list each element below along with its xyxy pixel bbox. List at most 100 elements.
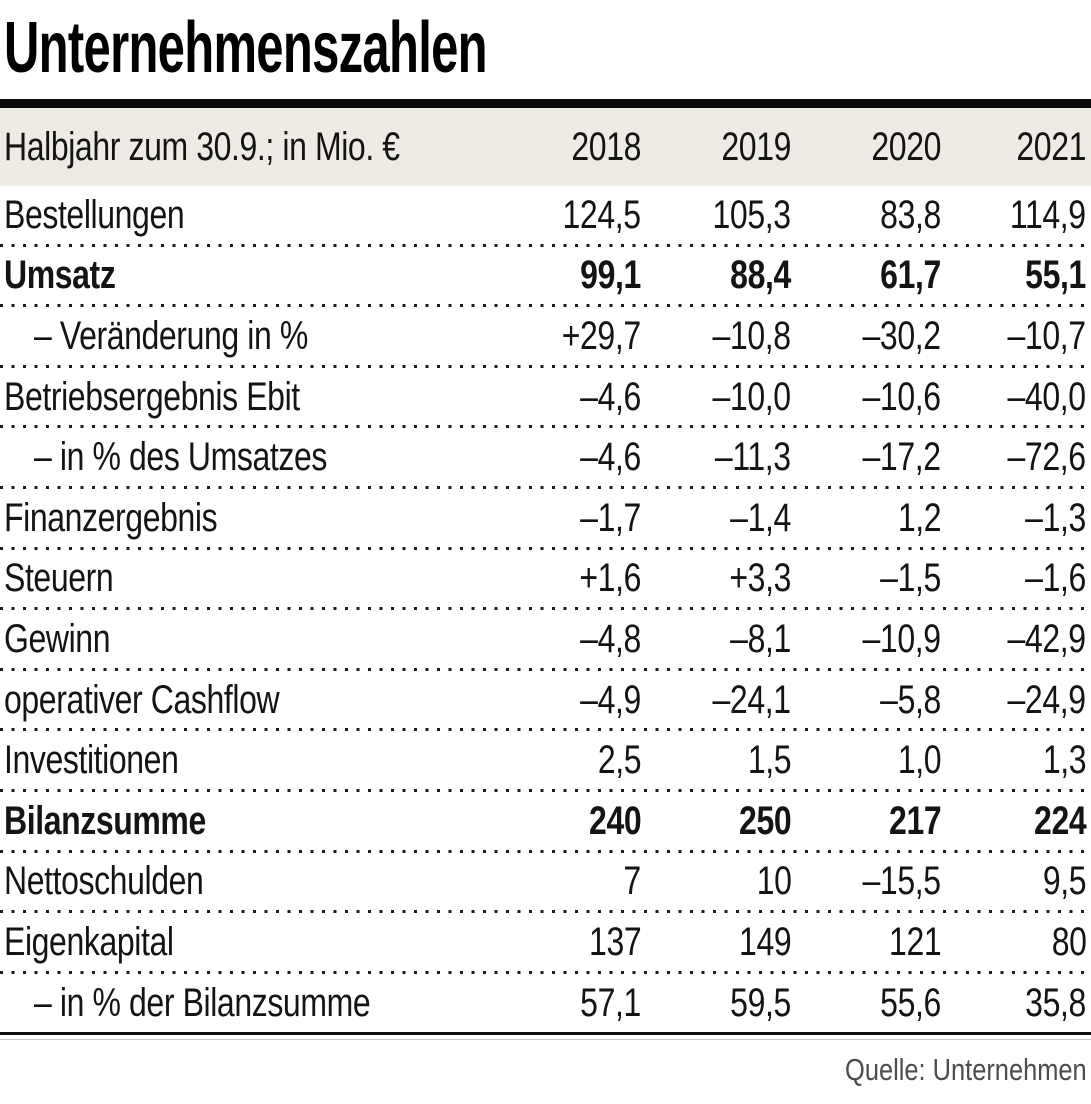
cell-value: 121 xyxy=(888,919,942,964)
cell-value: 105,3 xyxy=(712,192,791,237)
dotted-divider xyxy=(0,243,1091,247)
cell-value: 57,1 xyxy=(580,980,641,1025)
table-bottom-hairline xyxy=(0,1039,1091,1041)
cell-value: –72,6 xyxy=(1007,435,1086,480)
cell-value: –4,6 xyxy=(580,435,641,480)
cell-value: 124,5 xyxy=(562,192,641,237)
cell-value: 1,0 xyxy=(897,738,942,783)
row-label: operativer Cashflow xyxy=(4,677,280,722)
table-row-eigenkapital: Eigenkapital 137 149 121 80 xyxy=(0,913,1091,971)
cell-value: 217 xyxy=(888,798,942,843)
table-row-bilanzsumme: Bilanzsumme 240 250 217 224 xyxy=(0,791,1091,850)
cell-value: +1,6 xyxy=(579,556,641,601)
dotted-divider xyxy=(0,546,1091,550)
cell-value: –1,5 xyxy=(880,556,941,601)
cell-value: 35,8 xyxy=(1025,980,1086,1025)
table-row-cashflow: operativer Cashflow –4,9 –24,1 –5,8 –24,… xyxy=(0,670,1091,729)
cell-value: 1,5 xyxy=(747,738,792,783)
cell-value: –10,7 xyxy=(1007,313,1086,358)
table-bottom-rule xyxy=(0,1032,1091,1036)
cell-value: +29,7 xyxy=(562,313,641,358)
row-label: Eigenkapital xyxy=(4,919,174,964)
dotted-divider xyxy=(0,304,1091,308)
dotted-divider xyxy=(0,485,1091,489)
cell-value: –8,1 xyxy=(730,616,791,661)
cell-value: 55,1 xyxy=(1025,253,1086,298)
row-label: Umsatz xyxy=(4,253,116,298)
dotted-divider xyxy=(0,910,1091,914)
dotted-divider xyxy=(0,425,1091,429)
row-label: Steuern xyxy=(4,556,114,601)
cell-value: 80 xyxy=(1051,919,1086,964)
table-row-nettoschulden: Nettoschulden 7 10 –15,5 9,5 xyxy=(0,852,1091,911)
cell-value: –1,6 xyxy=(1025,556,1086,601)
dotted-divider xyxy=(0,849,1091,853)
cell-value: –1,3 xyxy=(1025,495,1086,540)
cell-value: 7 xyxy=(623,859,642,904)
table-row-gewinn: Gewinn –4,8 –8,1 –10,9 –42,9 xyxy=(0,610,1091,668)
dotted-divider xyxy=(0,607,1091,611)
cell-value: –24,1 xyxy=(712,677,791,722)
row-label: Finanzergebnis xyxy=(4,495,218,540)
row-label: Gewinn xyxy=(4,616,111,661)
source-note: Quelle: Unternehmen xyxy=(845,1052,1087,1088)
cell-value: –17,2 xyxy=(862,435,941,480)
column-header-2021: 2021 xyxy=(1016,125,1086,169)
table-row-ebit-marge: – in % des Umsatzes –4,6 –11,3 –17,2 –72… xyxy=(0,428,1091,486)
row-label: Betriebsergebnis Ebit xyxy=(4,374,300,419)
cell-value: 149 xyxy=(738,919,792,964)
table-header-label: Halbjahr zum 30.9.; in Mio. € xyxy=(4,125,400,169)
table-row-investitionen: Investitionen 2,5 1,5 1,0 1,3 xyxy=(0,731,1091,789)
cell-value: –10,6 xyxy=(862,374,941,419)
cell-value: –30,2 xyxy=(862,313,941,358)
cell-value: 10 xyxy=(756,859,791,904)
cell-value: 137 xyxy=(588,919,642,964)
table-row-umsatz: Umsatz 99,1 88,4 61,7 55,1 xyxy=(0,246,1091,305)
cell-value: 1,2 xyxy=(897,495,942,540)
row-label: Bilanzsumme xyxy=(4,798,206,843)
cell-value: –24,9 xyxy=(1007,677,1086,722)
cell-value: –10,0 xyxy=(712,374,791,419)
page-title: Unternehmenszahlen xyxy=(4,8,488,88)
row-label: Bestellungen xyxy=(4,192,185,237)
cell-value: 59,5 xyxy=(730,980,791,1025)
row-label: Investitionen xyxy=(4,738,179,783)
cell-value: 224 xyxy=(1033,798,1087,843)
cell-value: –40,0 xyxy=(1007,374,1086,419)
table-row-finanzergebnis: Finanzergebnis –1,7 –1,4 1,2 –1,3 xyxy=(0,488,1091,547)
column-header-2020: 2020 xyxy=(871,125,941,169)
cell-value: –5,8 xyxy=(880,677,941,722)
cell-value: 114,9 xyxy=(1010,192,1086,237)
cell-value: –1,7 xyxy=(580,495,641,540)
row-label: – Veränderung in % xyxy=(34,313,308,358)
cell-value: 2,5 xyxy=(597,738,642,783)
dotted-divider xyxy=(0,728,1091,732)
cell-value: 55,6 xyxy=(880,980,941,1025)
table-header-row: Halbjahr zum 30.9.; in Mio. € 2018 2019 … xyxy=(0,108,1091,186)
dotted-divider xyxy=(0,364,1091,368)
cell-value: 250 xyxy=(738,798,792,843)
column-header-2019: 2019 xyxy=(721,125,791,169)
dotted-divider xyxy=(0,970,1091,974)
cell-value: 1,3 xyxy=(1042,738,1087,783)
cell-value: 99,1 xyxy=(580,253,641,298)
cell-value: 61,7 xyxy=(880,253,941,298)
cell-value: 9,5 xyxy=(1042,859,1087,904)
row-label: – in % des Umsatzes xyxy=(34,435,327,480)
cell-value: –10,8 xyxy=(712,313,791,358)
row-label: Nettoschulden xyxy=(4,859,204,904)
dotted-divider xyxy=(0,667,1091,671)
cell-value: –4,8 xyxy=(580,616,641,661)
cell-value: –4,9 xyxy=(580,677,641,722)
cell-value: –42,9 xyxy=(1007,616,1086,661)
title-rule xyxy=(0,99,1091,108)
table-row-bestellungen: Bestellungen 124,5 105,3 83,8 114,9 xyxy=(0,186,1091,244)
cell-value: 83,8 xyxy=(880,192,941,237)
cell-value: –4,6 xyxy=(580,374,641,419)
cell-value: –1,4 xyxy=(730,495,791,540)
cell-value: –10,9 xyxy=(862,616,941,661)
cell-value: 88,4 xyxy=(730,253,791,298)
cell-value: –11,3 xyxy=(715,435,791,480)
cell-value: 240 xyxy=(588,798,642,843)
